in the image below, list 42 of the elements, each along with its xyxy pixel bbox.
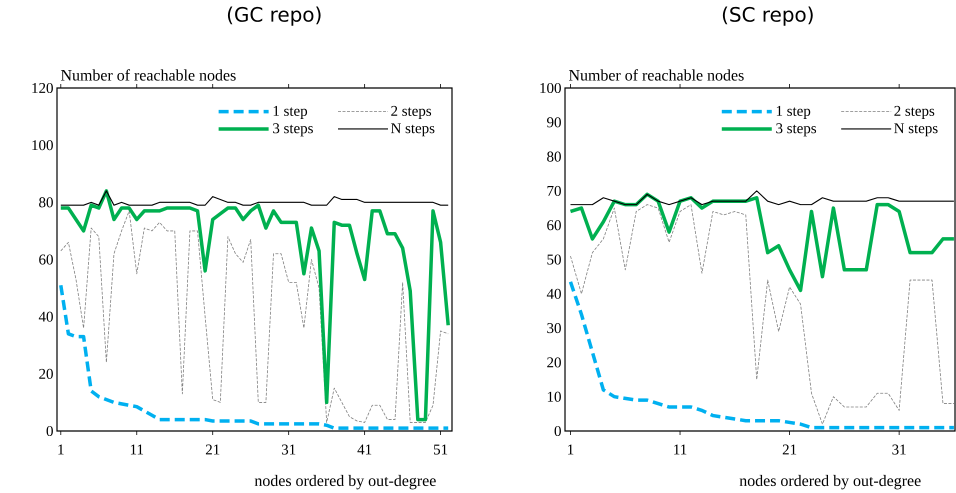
x-tick-label: 21 [782, 444, 796, 454]
y-axis-title: Number of reachable nodes [60, 69, 236, 81]
y-tick-label: 20 [39, 368, 53, 379]
x-tick-label: 51 [434, 444, 448, 455]
y-tick-label: 90 [547, 117, 561, 128]
legend-label: 2 steps [894, 106, 934, 119]
legend-label: 1 step [274, 106, 308, 119]
y-tick-label: 120 [32, 82, 53, 94]
y-tick-label: 80 [547, 152, 561, 162]
legend-label: 3 steps [776, 123, 816, 136]
y-tick-label: 10 [548, 392, 561, 402]
y-tick-label: 40 [38, 312, 53, 322]
y-tick-label: 100 [540, 82, 561, 94]
x-tick-label: 11 [130, 444, 144, 454]
y-tick-label: 0 [554, 426, 561, 436]
y-tick-label: 50 [547, 254, 561, 265]
y-tick-label: 60 [547, 220, 561, 230]
x-tick-label: 1 [58, 444, 64, 454]
x-axis-title: nodes ordered by out-degree [740, 474, 921, 490]
x-tick-label: 11 [674, 444, 686, 454]
x-tick-label: 1 [568, 444, 574, 454]
chart-title: (GC repo) [228, 6, 321, 26]
legend-label: 1 step [776, 106, 810, 119]
x-tick-label: 41 [357, 444, 372, 454]
y-axis-title: Number of reachable nodes [568, 69, 744, 81]
chart-title: (SC repo) [722, 6, 813, 26]
y-tick-label: 30 [547, 323, 561, 334]
x-tick-label: 31 [282, 444, 296, 455]
x-tick-label: 21 [206, 444, 220, 454]
y-tick-label: 70 [548, 186, 561, 196]
x-axis-title: nodes ordered by out-degree [254, 474, 436, 490]
y-tick-label: 20 [547, 357, 561, 368]
x-tick-label: 31 [892, 444, 906, 455]
legend-label: N steps [894, 123, 938, 136]
y-tick-label: 0 [46, 426, 53, 436]
y-tick-label: 100 [32, 140, 53, 150]
legend-label: N steps [390, 123, 434, 136]
y-tick-label: 60 [39, 254, 53, 265]
legend-label: 2 steps [391, 106, 432, 119]
y-tick-label: 80 [39, 197, 53, 208]
legend-label: 3 steps [273, 123, 313, 136]
y-tick-label: 40 [546, 288, 561, 299]
